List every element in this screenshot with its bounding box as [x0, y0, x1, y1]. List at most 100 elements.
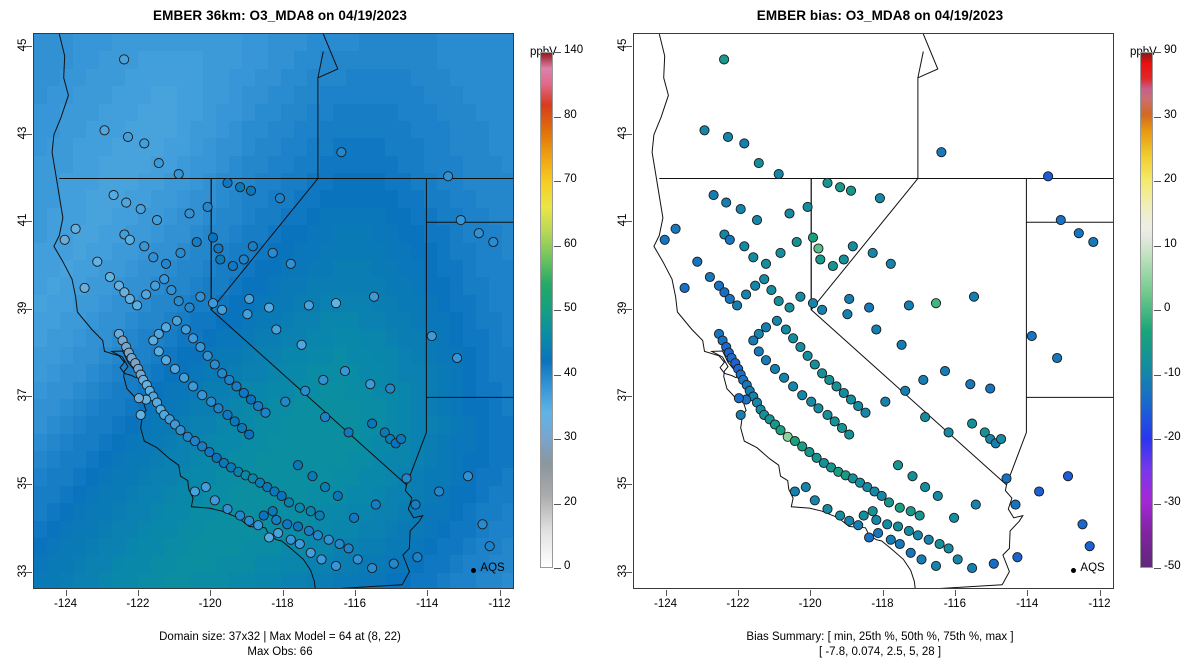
observation-point[interactable] — [824, 374, 835, 385]
observation-point[interactable] — [659, 234, 670, 245]
observation-point[interactable] — [385, 383, 396, 394]
observation-point[interactable] — [835, 182, 846, 193]
observation-point[interactable] — [191, 236, 202, 248]
observation-point[interactable] — [368, 291, 380, 302]
observation-point[interactable] — [802, 350, 813, 361]
observation-point[interactable] — [822, 503, 833, 515]
observation-point[interactable] — [860, 407, 871, 418]
observation-point[interactable] — [788, 381, 799, 392]
observation-point[interactable] — [276, 490, 287, 501]
observation-point[interactable] — [222, 503, 233, 515]
observation-point[interactable] — [271, 514, 282, 526]
observation-point[interactable] — [273, 528, 284, 539]
observation-point[interactable] — [724, 234, 735, 245]
observation-point[interactable] — [135, 409, 146, 420]
observation-point[interactable] — [789, 486, 800, 497]
observation-point[interactable] — [1034, 486, 1045, 497]
observation-point[interactable] — [314, 510, 325, 521]
observation-point[interactable] — [797, 441, 808, 452]
observation-point[interactable] — [224, 374, 235, 385]
observation-point[interactable] — [807, 298, 819, 309]
observation-point[interactable] — [148, 252, 159, 263]
observation-point[interactable] — [769, 363, 781, 374]
observation-point[interactable] — [1026, 331, 1037, 342]
observation-point[interactable] — [197, 390, 208, 401]
observation-point[interactable] — [455, 215, 466, 226]
observation-point[interactable] — [885, 534, 896, 545]
observation-point[interactable] — [775, 425, 786, 436]
observation-point[interactable] — [207, 232, 219, 243]
observation-point[interactable] — [484, 541, 495, 552]
observation-point[interactable] — [79, 282, 90, 293]
observation-point[interactable] — [1084, 541, 1095, 552]
observation-point[interactable] — [217, 368, 228, 379]
observation-point[interactable] — [332, 490, 343, 501]
observation-point[interactable] — [892, 521, 904, 532]
observation-point[interactable] — [236, 422, 248, 434]
observation-point[interactable] — [473, 228, 484, 239]
observation-point[interactable] — [443, 171, 454, 182]
observation-point[interactable] — [477, 519, 488, 530]
observation-point[interactable] — [713, 280, 725, 291]
observation-point[interactable] — [873, 528, 884, 539]
observation-point[interactable] — [804, 447, 815, 458]
observation-point[interactable] — [296, 339, 307, 350]
observation-point[interactable] — [818, 457, 829, 469]
observation-point[interactable] — [831, 381, 842, 392]
observation-point[interactable] — [934, 538, 945, 550]
observation-point[interactable] — [434, 486, 445, 497]
observation-point[interactable] — [809, 359, 820, 370]
observation-point[interactable] — [349, 512, 360, 523]
observation-point[interactable] — [775, 247, 786, 258]
observation-point[interactable] — [858, 510, 869, 521]
observation-point[interactable] — [1077, 519, 1088, 530]
observation-point[interactable] — [264, 302, 275, 313]
observation-point[interactable] — [113, 280, 125, 291]
observation-point[interactable] — [160, 322, 172, 333]
observation-point[interactable] — [300, 385, 311, 396]
observation-point[interactable] — [188, 333, 199, 344]
observation-point[interactable] — [343, 427, 354, 438]
observation-point[interactable] — [148, 335, 159, 346]
observation-point[interactable] — [229, 416, 240, 427]
observation-point[interactable] — [238, 254, 249, 265]
observation-point[interactable] — [968, 291, 980, 302]
observation-point[interactable] — [996, 433, 1007, 445]
observation-point[interactable] — [760, 322, 772, 333]
observation-point[interactable] — [760, 355, 772, 366]
observation-point[interactable] — [1010, 499, 1021, 510]
observation-point[interactable] — [153, 158, 164, 169]
observation-point[interactable] — [845, 185, 857, 196]
observation-point[interactable] — [260, 407, 271, 418]
observation-point[interactable] — [119, 54, 130, 65]
observation-point[interactable] — [285, 534, 296, 545]
observation-point[interactable] — [179, 372, 190, 383]
observation-point[interactable] — [1043, 171, 1054, 182]
observation-point[interactable] — [207, 298, 219, 309]
observation-point[interactable] — [175, 425, 186, 436]
observation-point[interactable] — [330, 560, 342, 571]
observation-point[interactable] — [242, 309, 253, 320]
observation-point[interactable] — [894, 502, 905, 513]
observation-point[interactable] — [1001, 473, 1012, 484]
observation-point[interactable] — [184, 208, 195, 219]
observation-point[interactable] — [412, 552, 423, 563]
observation-point[interactable] — [967, 418, 978, 429]
observation-point[interactable] — [235, 510, 246, 521]
observation-point[interactable] — [817, 304, 828, 315]
observation-point[interactable] — [912, 530, 923, 541]
observation-point[interactable] — [864, 302, 875, 313]
observation-point[interactable] — [312, 530, 323, 541]
observation-point[interactable] — [121, 197, 132, 208]
observation-point[interactable] — [780, 324, 791, 335]
observation-point[interactable] — [244, 429, 255, 440]
observation-point[interactable] — [892, 460, 904, 471]
observation-point[interactable] — [160, 258, 172, 269]
observation-point[interactable] — [965, 379, 976, 390]
observation-point[interactable] — [330, 298, 342, 309]
observation-point[interactable] — [760, 258, 772, 269]
observation-point[interactable] — [153, 346, 164, 357]
observation-point[interactable] — [905, 547, 916, 558]
observation-point[interactable] — [316, 554, 327, 565]
observation-point[interactable] — [292, 460, 304, 471]
